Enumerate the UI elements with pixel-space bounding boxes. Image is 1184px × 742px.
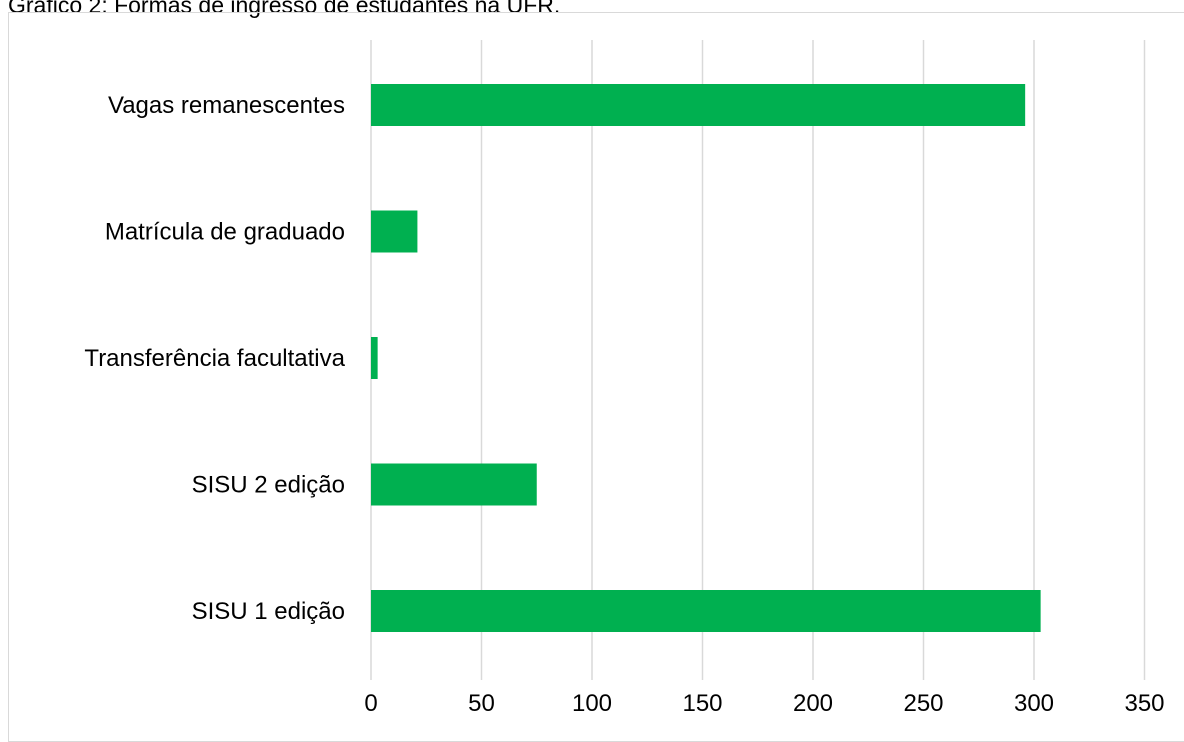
category-labels: Vagas remanescentes Matrícula de graduado… <box>84 92 345 625</box>
gridlines <box>370 40 1146 680</box>
x-tick-label: 200 <box>793 690 833 717</box>
bar-1 <box>371 84 1026 126</box>
x-tick-label: 0 <box>364 690 377 717</box>
bar-4 <box>371 463 537 506</box>
x-tick-label: 250 <box>903 690 943 717</box>
x-tick-label: 150 <box>682 690 722 717</box>
chart-caption: Gráfico 2: Formas de ingresso de estudan… <box>8 0 561 18</box>
category-label: SISU 1 edição <box>192 598 345 625</box>
category-label: Matrícula de graduado <box>105 219 345 246</box>
x-tick-label: 50 <box>468 690 495 717</box>
x-tick-labels: 0 50 100 150 200 250 300 350 <box>364 690 1164 717</box>
x-tick-label: 350 <box>1124 690 1164 717</box>
bars <box>371 84 1041 632</box>
x-tick-label: 100 <box>572 690 612 717</box>
category-label: Transferência facultativa <box>84 345 345 372</box>
category-label: Vagas remanescentes <box>108 92 345 119</box>
x-tick-label: 300 <box>1014 690 1054 717</box>
category-label: SISU 2 edição <box>192 472 345 499</box>
bar-2 <box>371 210 418 253</box>
bar-5 <box>371 590 1041 632</box>
bar-3 <box>371 337 378 379</box>
